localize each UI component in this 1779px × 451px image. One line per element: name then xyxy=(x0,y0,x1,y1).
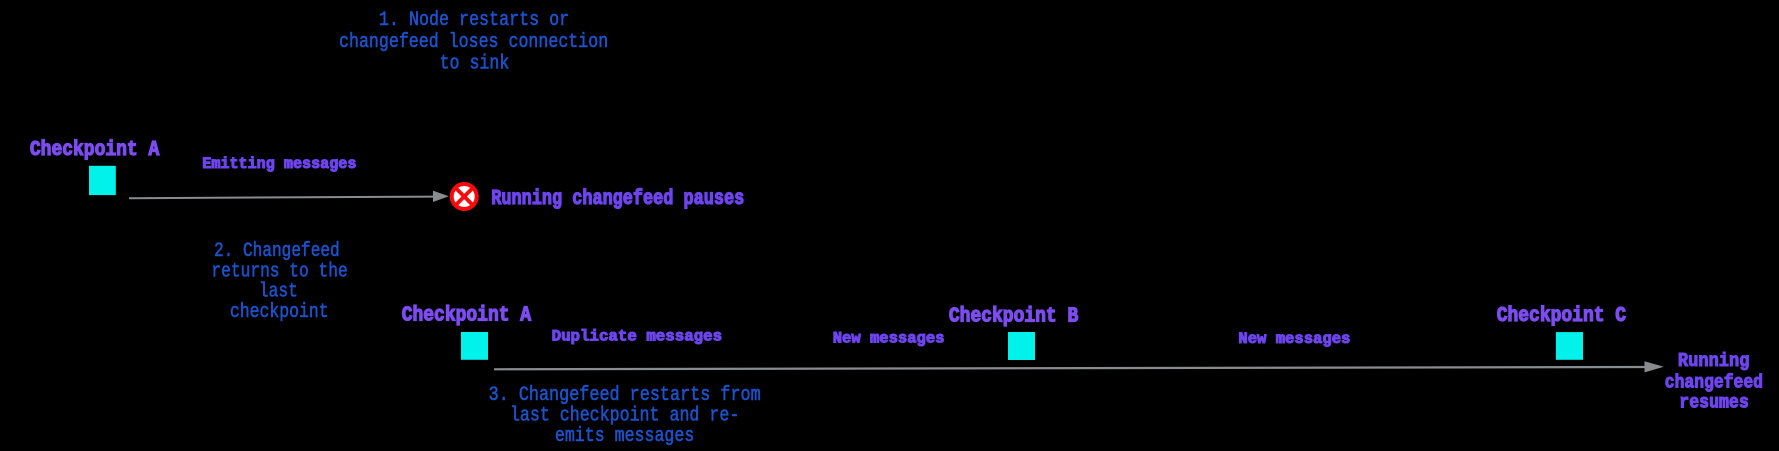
svg-text:checkpoint: checkpoint xyxy=(230,301,329,324)
svg-text:changefeed loses connection: changefeed loses connection xyxy=(339,31,608,54)
svg-text:resumes: resumes xyxy=(1679,391,1749,413)
svg-text:to sink: to sink xyxy=(440,53,510,76)
svg-text:2. Changefeed: 2. Changefeed xyxy=(214,240,340,263)
svg-text:Running: Running xyxy=(1678,350,1750,372)
svg-text:3. Changefeed restarts from: 3. Changefeed restarts from xyxy=(489,384,761,407)
svg-text:Checkpoint A: Checkpoint A xyxy=(402,305,532,328)
svg-text:Checkpoint A: Checkpoint A xyxy=(30,139,160,162)
svg-text:Checkpoint C: Checkpoint C xyxy=(1497,305,1627,328)
svg-text:New messages: New messages xyxy=(833,329,945,347)
svg-text:Duplicate messages: Duplicate messages xyxy=(552,328,723,346)
svg-text:Checkpoint B: Checkpoint B xyxy=(949,305,1079,328)
svg-text:Running changefeed pauses: Running changefeed pauses xyxy=(491,188,744,211)
svg-text:Emitting messages: Emitting messages xyxy=(202,155,356,173)
svg-text:returns to the: returns to the xyxy=(211,260,347,283)
svg-text:1. Node restarts or: 1. Node restarts or xyxy=(379,9,569,32)
svg-text:last: last xyxy=(259,281,298,304)
svg-text:changefeed: changefeed xyxy=(1665,372,1763,394)
svg-text:emits messages: emits messages xyxy=(555,425,694,448)
svg-text:last checkpoint and re-: last checkpoint and re- xyxy=(510,405,739,428)
svg-text:New messages: New messages xyxy=(1238,330,1350,348)
